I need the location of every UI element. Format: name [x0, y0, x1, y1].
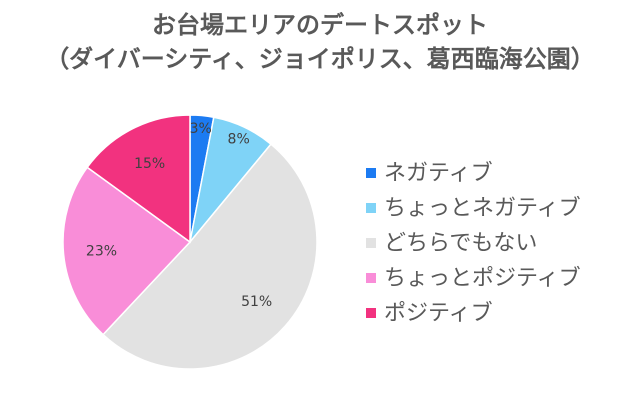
legend-item-slightly-negative: ちょっとネガティブ — [360, 191, 630, 226]
legend-label: ちょっとネガティブ — [384, 196, 581, 221]
legend-item-neutral: どちらでもない — [360, 226, 630, 261]
legend-item-negative: ネガティブ — [360, 156, 630, 191]
pie-label-neutral: 51% — [241, 294, 272, 310]
legend-label: ちょっとポジティブ — [384, 266, 581, 291]
legend-item-slightly-positive: ちょっとポジティブ — [360, 261, 630, 296]
legend-label: どちらでもない — [384, 231, 538, 256]
chart-title: お台場エリアのデートスポット （ダイバーシティ、ジョイポリス、葛西臨海公園） — [0, 8, 640, 76]
legend-swatch — [366, 308, 376, 318]
legend-swatch — [366, 273, 376, 283]
pie-slice-neutral — [102, 143, 318, 370]
chart-title-line-2: （ダイバーシティ、ジョイポリス、葛西臨海公園） — [45, 45, 595, 73]
pie-data-labels: 3% 8% 51% 23% 15% — [86, 121, 272, 310]
legend-swatch — [366, 168, 376, 178]
pie-slices — [62, 114, 318, 370]
pie-label-negative: 3% — [190, 121, 212, 137]
pie-label-slightly-negative: 8% — [228, 132, 250, 148]
legend-item-positive: ポジティブ — [360, 296, 630, 331]
pie-slice-positive — [86, 114, 191, 244]
legend-swatch — [366, 238, 376, 248]
legend-label: ネガティブ — [384, 161, 493, 186]
legend-label: ポジティブ — [384, 301, 493, 326]
pie-slice-slightly-positive — [62, 166, 192, 336]
chart-title-line-1: お台場エリアのデートスポット — [152, 11, 488, 39]
legend-swatch — [366, 203, 376, 213]
pie-label-positive: 15% — [134, 156, 165, 172]
legend: ネガティブ ちょっとネガティブ どちらでもない ちょっとポジティブ ポジティブ — [360, 156, 630, 331]
pie-label-slightly-positive: 23% — [86, 243, 117, 259]
